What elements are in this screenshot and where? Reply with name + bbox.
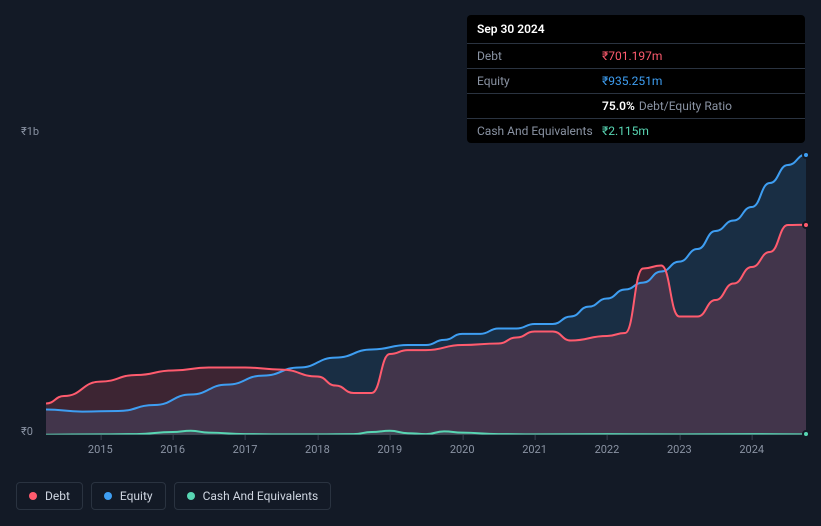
legend: Debt Equity Cash And Equivalents <box>16 482 331 510</box>
tooltip-row-ratio: 75.0%Debt/Equity Ratio <box>467 94 805 119</box>
end-marker-equity <box>802 151 810 159</box>
tooltip-value: ₹701.197m <box>602 49 795 63</box>
legend-dot <box>29 492 37 500</box>
legend-label: Equity <box>120 489 153 503</box>
x-axis: 2015 2016 2017 2018 2019 2020 2021 2022 2023 2024 <box>46 443 806 463</box>
legend-item-equity[interactable]: Equity <box>91 482 166 510</box>
legend-item-cash[interactable]: Cash And Equivalents <box>174 482 332 510</box>
y-axis-label-top: ₹1b <box>21 125 39 138</box>
tooltip-row-equity: Equity ₹935.251m <box>467 69 805 94</box>
end-marker-debt <box>802 221 810 229</box>
legend-label: Cash And Equivalents <box>203 489 319 503</box>
x-tick: 2024 <box>739 443 764 456</box>
x-tick: 2020 <box>450 443 475 456</box>
tooltip-date: Sep 30 2024 <box>467 15 805 44</box>
tooltip-value: ₹935.251m <box>602 74 795 88</box>
tooltip-label <box>477 99 602 113</box>
legend-item-debt[interactable]: Debt <box>16 482 83 510</box>
tooltip-label: Equity <box>477 74 602 88</box>
tooltip-row-debt: Debt ₹701.197m <box>467 44 805 69</box>
data-tooltip: Sep 30 2024 Debt ₹701.197m Equity ₹935.2… <box>467 15 805 143</box>
tooltip-label: Debt <box>477 49 602 63</box>
legend-dot <box>187 492 195 500</box>
x-tick: 2018 <box>305 443 330 456</box>
legend-label: Debt <box>45 489 70 503</box>
end-marker-cash <box>802 430 810 438</box>
y-axis-label-bottom: ₹0 <box>21 425 33 438</box>
x-tick: 2016 <box>160 443 185 456</box>
tooltip-value: 75.0%Debt/Equity Ratio <box>602 99 795 113</box>
chart-svg <box>46 135 806 435</box>
x-tick: 2023 <box>667 443 692 456</box>
legend-dot <box>104 492 112 500</box>
chart-area[interactable]: ₹1b ₹0 201520162017201820192020202120222… <box>16 125 806 460</box>
x-tick: 2022 <box>595 443 620 456</box>
x-tick: 2017 <box>233 443 258 456</box>
x-tick: 2015 <box>88 443 113 456</box>
x-tick: 2019 <box>377 443 402 456</box>
x-tick: 2021 <box>522 443 547 456</box>
